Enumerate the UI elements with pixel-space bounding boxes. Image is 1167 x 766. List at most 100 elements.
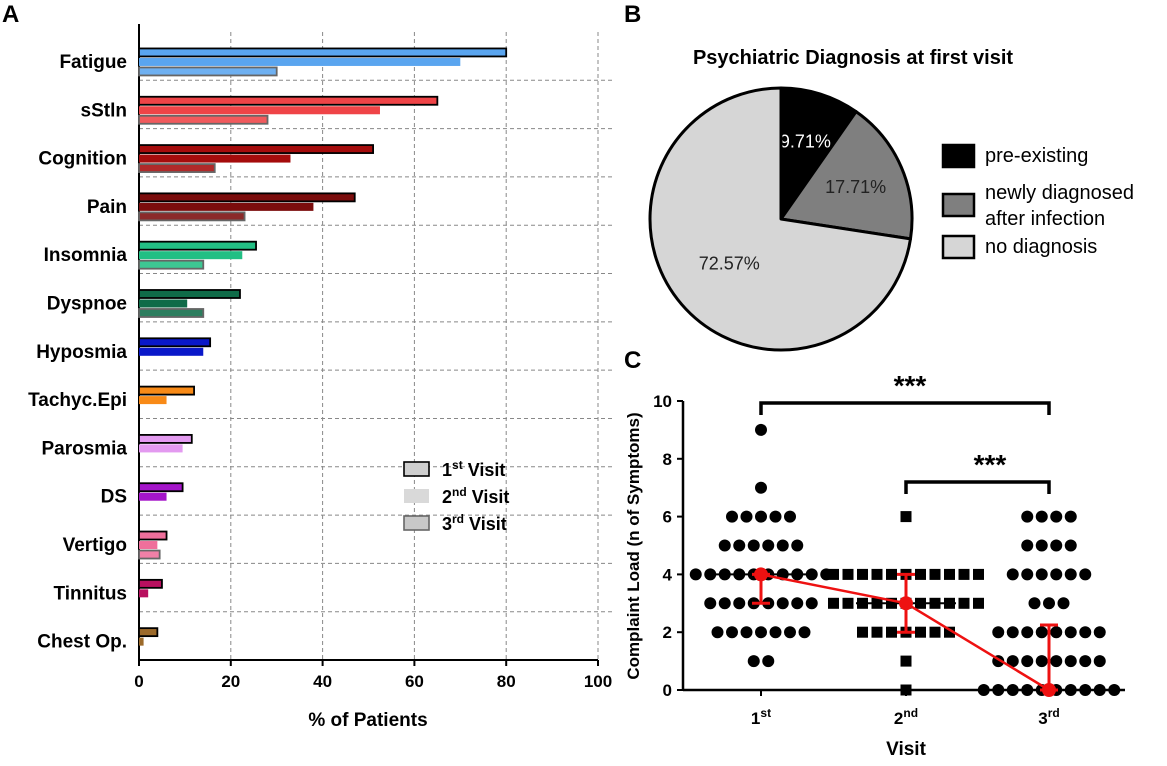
pie-slice [648,86,912,352]
mean-point [1042,683,1056,697]
data-point [718,597,731,610]
pie-legend-swatch [941,143,976,169]
bar-chart-category-label: DS [101,487,127,508]
pie-slice [779,86,858,221]
data-point [1050,655,1063,668]
bar [139,57,461,66]
data-point [747,655,760,668]
data-point [1050,568,1063,581]
data-point [857,626,868,638]
pie-slice-label: 17.71% [825,177,886,197]
data-point [1064,510,1077,523]
data-point [769,510,782,523]
bar-chart-x-tick-label: 60 [405,672,424,691]
bar-chart-x-tick-label: 100 [584,672,612,691]
data-point [1093,626,1106,639]
bar-chart-category-label: Chest Op. [37,632,127,653]
bar [139,444,183,453]
data-point [871,568,883,580]
legend-label: 3rd Visit [442,512,507,534]
data-point [929,626,941,638]
pie-legend-swatch [941,192,976,218]
scatter-y-tick-label: 10 [653,392,672,411]
data-point [857,568,868,580]
data-point [755,481,767,494]
bar-chart-category-label: Parosmia [41,438,127,459]
data-point [1064,568,1077,581]
scatter-y-tick-label: 0 [663,681,672,700]
bar [138,549,161,560]
bar [138,211,246,222]
data-point [929,568,941,580]
bar [138,434,193,444]
panel-letter-c: C [624,347,641,374]
data-point [1093,655,1106,668]
data-point [733,597,746,610]
significance-label: *** [894,370,927,401]
bar-chart-category-label: sStln [81,100,127,121]
bar [138,289,241,299]
bar-chart-category-label: Tachyc.Epi [28,390,127,411]
data-point [1093,684,1106,696]
mean-point [754,567,768,582]
data-point [1079,568,1092,581]
data-point [1021,626,1034,639]
data-point [1035,626,1048,639]
data-point [740,510,753,523]
panel-letter-b: B [624,1,641,28]
bar [138,259,205,270]
bar-chart-category-label: Vertigo [63,535,127,556]
symptom-bar-chart: 0 20 40 60 80 100 Fatigue sStln Cognition Pain Ins… [28,24,612,691]
bar [138,144,374,154]
data-point [828,597,839,609]
pie-legend-label: pre-existing [985,145,1088,167]
scatter-x-tick-label: 3rd [1038,706,1059,728]
data-point [842,568,854,580]
significance-label: *** [974,449,1007,480]
bar-chart-category-label: Hyposmia [36,342,127,363]
data-point [784,626,796,639]
data-point [784,510,796,523]
data-point [944,568,955,580]
data-point [886,568,897,580]
bar-chart-x-tick-label: 40 [313,672,332,691]
data-point [1079,655,1092,668]
bar [138,578,163,589]
data-point [805,568,818,581]
scatter-x-axis-title: Visit [886,739,926,760]
bar [139,154,291,163]
bar [138,627,159,638]
data-point [1050,510,1063,523]
data-point [1006,655,1019,668]
bar-chart-x-tick-label: 80 [497,672,516,691]
legend-label: 1st Visit [442,458,505,480]
data-point [900,684,912,696]
data-point [1043,597,1055,610]
data-point [1035,539,1048,552]
data-point [944,626,955,638]
significance-bracket [759,401,1051,415]
data-point [711,626,724,639]
data-point [1021,539,1034,552]
data-point [1057,597,1070,610]
data-point [689,568,702,581]
bar-chart-category-label: Dyspnoe [47,293,127,314]
diagnosis-pie-chart: 9.71% 17.71% 72.57% pre-existing newly diagn… [648,86,1134,352]
data-point [1035,510,1048,523]
data-point [733,539,746,552]
data-point [900,511,912,523]
scatter-y-axis-title: Complaint Load (n of Symptoms) [624,412,643,679]
data-point [842,597,854,609]
bar-chart-category-label: Fatigue [59,52,127,73]
data-point [992,684,1005,696]
bar [138,95,439,106]
pie-chart-title: Psychiatric Diagnosis at first visit [693,47,1013,69]
scatter-y-tick-label: 6 [663,508,672,527]
bar-chart-category-label: Cognition [38,149,127,170]
data-point [726,626,738,639]
data-point [755,423,767,436]
scatter-x-tick-label: 1st [751,706,771,728]
bar [138,163,216,173]
bar [139,299,188,308]
